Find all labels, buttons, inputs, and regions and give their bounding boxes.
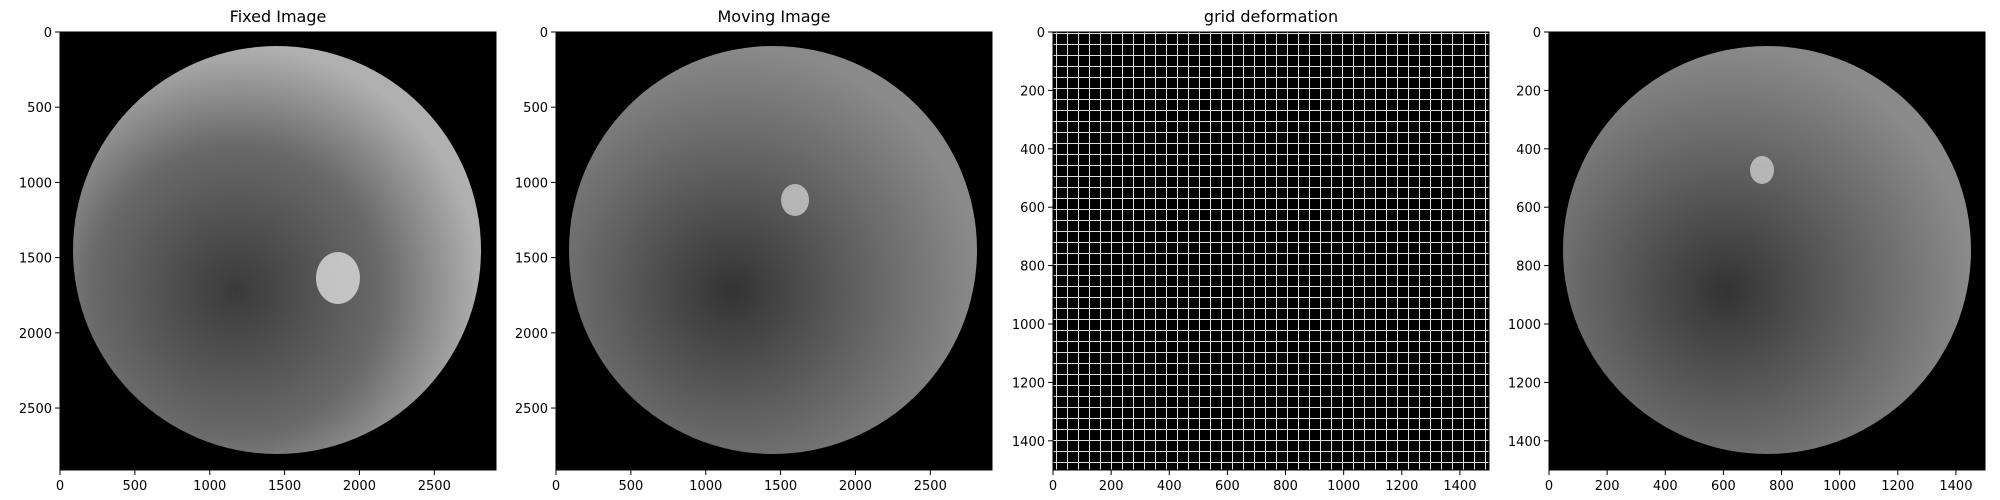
y-tick-label: 800: [1516, 260, 1541, 275]
x-tick-label: 2000: [343, 479, 376, 494]
axes-frame: [1548, 31, 1986, 471]
x-tick-label: 1500: [268, 479, 301, 494]
y-tick-label: 500: [523, 101, 548, 116]
y-tick-label: 800: [1020, 260, 1045, 275]
y-tick-label: 2000: [19, 327, 52, 342]
y-tick-label: 1000: [515, 176, 548, 191]
y-tick-label: 1400: [1508, 435, 1541, 450]
y-tick-label: 1000: [1508, 318, 1541, 333]
y-tick-label: 600: [1516, 201, 1541, 216]
x-tick-label: 1200: [1385, 479, 1418, 494]
y-tick-label: 1200: [1508, 376, 1541, 391]
y-tick-label: 1000: [1012, 318, 1045, 333]
x-tick-label: 1400: [1443, 479, 1476, 494]
y-tick-label: 400: [1020, 143, 1045, 158]
y-tick-label: 1500: [515, 252, 548, 267]
x-tick-label: 0: [1049, 479, 1057, 494]
x-tick-label: 1000: [1823, 479, 1856, 494]
x-tick-label: 0: [552, 479, 560, 494]
x-tick-label: 800: [1769, 479, 1794, 494]
y-tick-label: 2000: [515, 327, 548, 342]
x-tick-label: 400: [1157, 479, 1182, 494]
y-tick-label: 1200: [1012, 376, 1045, 391]
x-tick-label: 500: [618, 479, 643, 494]
panel-title: Moving Image: [718, 7, 831, 26]
x-tick-label: 200: [1595, 479, 1620, 494]
axes-frame: [555, 31, 993, 471]
x-tick-label: 0: [1545, 479, 1553, 494]
panel-title: Fixed Image: [230, 7, 327, 26]
x-tick-label: 2000: [839, 479, 872, 494]
x-tick-label: 800: [1273, 479, 1298, 494]
y-tick-label: 1000: [19, 176, 52, 191]
y-tick-label: 1400: [1012, 435, 1045, 450]
y-tick-label: 0: [44, 26, 52, 41]
x-tick-label: 1000: [1327, 479, 1360, 494]
x-tick-label: 500: [122, 479, 147, 494]
fixed-image: [60, 32, 496, 470]
y-tick-label: 500: [27, 101, 52, 116]
x-tick-label: 2500: [418, 479, 451, 494]
y-tick-label: 2500: [19, 402, 52, 417]
panel-title: grid deformation: [1204, 7, 1338, 26]
x-tick-label: 200: [1099, 479, 1124, 494]
y-tick-label: 200: [1516, 84, 1541, 99]
x-tick-label: 2500: [914, 479, 947, 494]
y-tick-label: 2500: [515, 402, 548, 417]
x-tick-label: 1000: [689, 479, 722, 494]
warped-image: [1549, 32, 1985, 470]
y-tick-label: 600: [1020, 201, 1045, 216]
axes-frame: [59, 31, 497, 471]
y-tick-label: 0: [1037, 26, 1045, 41]
y-tick-label: 0: [540, 26, 548, 41]
y-tick-label: 1500: [19, 252, 52, 267]
moving-image: [556, 32, 992, 470]
y-tick-label: 200: [1020, 84, 1045, 99]
x-tick-label: 0: [56, 479, 64, 494]
y-tick-label: 0: [1533, 26, 1541, 41]
x-tick-label: 1000: [193, 479, 226, 494]
y-tick-label: 400: [1516, 143, 1541, 158]
x-tick-label: 600: [1711, 479, 1736, 494]
x-tick-label: 1400: [1939, 479, 1972, 494]
grid-deformation: [1053, 32, 1489, 470]
x-tick-label: 600: [1215, 479, 1240, 494]
x-tick-label: 400: [1653, 479, 1678, 494]
axes-frame: [1052, 31, 1490, 471]
x-tick-label: 1200: [1881, 479, 1914, 494]
x-tick-label: 1500: [764, 479, 797, 494]
